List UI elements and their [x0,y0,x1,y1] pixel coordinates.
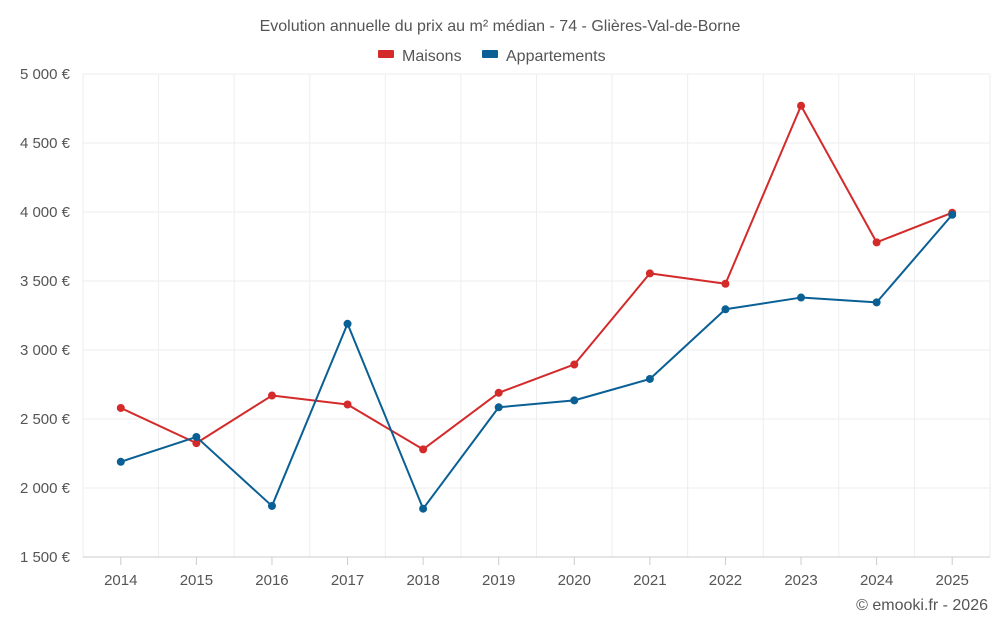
x-tick-label: 2019 [482,572,515,589]
credit-text: © emooki.fr - 2026 [856,597,988,614]
data-point-appartements[interactable] [645,374,654,383]
data-point-appartements[interactable] [721,305,730,314]
data-point-appartements[interactable] [872,298,881,307]
y-tick-label: 2 500 € [20,411,71,428]
y-tick-label: 4 500 € [20,135,71,152]
x-tick-label: 2023 [784,572,817,589]
y-tick-label: 3 500 € [20,273,71,290]
legend-label-appartements: Appartements [506,48,606,65]
y-tick-label: 3 000 € [20,342,71,359]
legend: Maisons Appartements [378,48,606,65]
x-tick-label: 2015 [180,572,213,589]
series-line-maisons [120,104,953,451]
legend-swatch-maisons [378,50,394,58]
data-point-appartements[interactable] [797,293,806,302]
data-point-appartements[interactable] [494,403,503,412]
data-point-maisons[interactable] [343,400,352,409]
series-appartements [116,210,957,513]
legend-item-appartements[interactable]: Appartements [482,48,606,65]
data-point-appartements[interactable] [419,504,428,513]
data-point-appartements[interactable] [192,432,201,441]
data-point-appartements[interactable] [948,210,957,219]
y-tick-label: 2 000 € [20,480,71,497]
series-line-appartements [120,214,953,510]
data-point-maisons[interactable] [645,269,654,278]
data-point-maisons[interactable] [116,403,125,412]
x-tick-label: 2021 [633,572,666,589]
data-point-maisons[interactable] [419,445,428,454]
data-point-appartements[interactable] [570,396,579,405]
y-tick-label: 5 000 € [20,66,71,83]
data-point-appartements[interactable] [267,501,276,510]
x-tick-label: 2022 [709,572,742,589]
x-tick-label: 2020 [558,572,591,589]
data-point-maisons[interactable] [797,101,806,110]
data-point-maisons[interactable] [721,279,730,288]
y-tick-label: 4 000 € [20,204,71,221]
data-point-maisons[interactable] [872,238,881,247]
x-tick-label: 2017 [331,572,364,589]
data-point-appartements[interactable] [116,457,125,466]
x-axis-labels: 2014 2015 2016 2017 2018 2019 2020 2021 2022 2023… [104,557,969,589]
y-axis-labels: 1 500 € 2 000 € 2 500 € 3 000 € 3 500 € 4 000… [20,66,71,566]
data-point-appartements[interactable] [343,319,352,328]
data-point-maisons[interactable] [192,439,201,448]
x-tick-label: 2016 [255,572,288,589]
x-tick-label: 2014 [104,572,137,589]
chart-title: Evolution annuelle du prix au m² médian … [260,18,741,35]
series-group [116,101,957,513]
x-tick-label: 2024 [860,572,893,589]
y-tick-label: 1 500 € [20,549,71,566]
legend-swatch-appartements [482,50,498,58]
x-tick-label: 2025 [936,572,969,589]
data-point-maisons[interactable] [570,360,579,369]
x-tick-label: 2018 [406,572,439,589]
series-maisons [116,101,957,454]
gridlines [82,73,991,557]
data-point-maisons[interactable] [267,391,276,400]
legend-label-maisons: Maisons [402,48,462,65]
data-point-maisons[interactable] [494,388,503,397]
legend-item-maisons[interactable]: Maisons [378,48,462,65]
